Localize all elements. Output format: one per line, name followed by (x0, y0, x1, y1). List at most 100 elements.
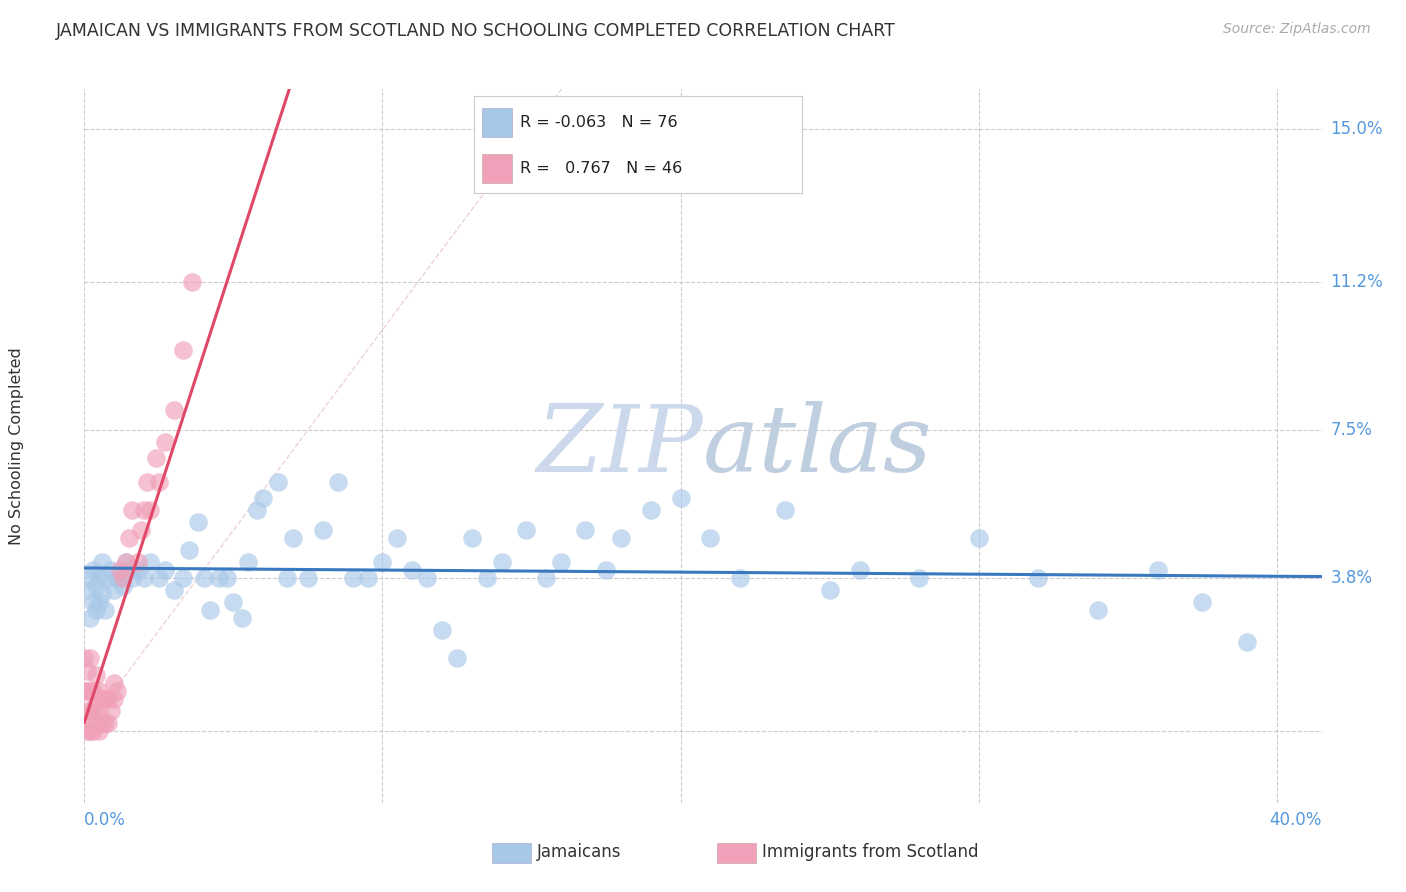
Point (550, 555, 572, 569)
Point (76, 664, 98, 678)
Point (136, 475, 159, 489)
Point (115, 555, 138, 569)
Point (84, 667, 107, 681)
Point (105, 683, 128, 698)
Point (207, 571, 229, 585)
Point (222, 595, 245, 609)
Point (115, 555, 138, 569)
Point (91, 691, 114, 706)
Point (82, 595, 104, 609)
Point (89, 683, 111, 698)
Text: Jamaicans: Jamaicans (537, 843, 621, 861)
Point (217, 571, 239, 585)
Point (848, 563, 870, 577)
Point (132, 571, 155, 585)
Point (231, 611, 253, 625)
Point (1191, 595, 1213, 609)
Point (326, 475, 349, 489)
Point (84, 691, 107, 706)
Point (267, 475, 290, 489)
Point (108, 563, 131, 577)
Point (76, 683, 98, 698)
Point (1236, 635, 1258, 649)
Point (105, 571, 128, 585)
Point (515, 523, 537, 537)
Point (198, 603, 221, 617)
Point (536, 571, 558, 585)
Point (172, 571, 194, 585)
Point (491, 555, 513, 569)
Point (342, 571, 364, 585)
Point (574, 523, 596, 537)
Point (82, 704, 104, 718)
Point (100, 704, 122, 718)
Point (699, 531, 721, 545)
Point (177, 543, 200, 558)
Point (129, 523, 152, 537)
Point (73, 715, 96, 730)
Point (76, 723, 98, 738)
Point (148, 571, 170, 585)
Point (91, 715, 114, 730)
Point (118, 531, 141, 545)
Point (79, 651, 101, 665)
Point (79, 571, 101, 585)
Text: 40.0%: 40.0% (1270, 811, 1322, 829)
Point (252, 491, 274, 505)
Point (94, 691, 117, 706)
Point (79, 704, 101, 718)
Point (773, 503, 796, 517)
Point (84, 715, 107, 730)
Point (401, 563, 423, 577)
Point (172, 343, 194, 357)
Point (100, 563, 122, 577)
Point (430, 624, 453, 638)
Point (84, 603, 107, 617)
Point (475, 571, 498, 585)
Point (84, 579, 107, 593)
Point (112, 579, 135, 593)
Point (1087, 603, 1109, 617)
Point (79, 611, 101, 625)
Text: 7.5%: 7.5% (1330, 421, 1372, 439)
Point (153, 435, 176, 450)
Point (82, 683, 104, 698)
Point (97, 691, 120, 706)
Point (187, 515, 209, 529)
Point (193, 571, 215, 585)
Point (89, 571, 111, 585)
Text: Source: ZipAtlas.com: Source: ZipAtlas.com (1223, 22, 1371, 37)
Point (82, 723, 104, 738)
Point (356, 571, 378, 585)
Point (89, 723, 111, 738)
Point (139, 555, 162, 569)
Point (103, 691, 125, 706)
Point (461, 531, 484, 545)
Point (89, 595, 111, 609)
Point (121, 571, 143, 585)
Point (94, 715, 117, 730)
Point (416, 571, 439, 585)
Point (312, 523, 335, 537)
Point (238, 555, 260, 569)
Point (640, 503, 662, 517)
Point (371, 555, 394, 569)
Text: No Schooling Completed: No Schooling Completed (10, 347, 24, 545)
Text: 15.0%: 15.0% (1330, 120, 1384, 138)
Text: 11.2%: 11.2% (1330, 273, 1384, 291)
Point (246, 503, 269, 517)
Point (112, 571, 135, 585)
Point (180, 275, 202, 289)
Point (108, 571, 131, 585)
Point (127, 555, 149, 569)
Point (82, 563, 104, 577)
Text: ZIP: ZIP (536, 401, 703, 491)
Point (97, 715, 120, 730)
Point (610, 531, 633, 545)
Point (908, 571, 931, 585)
Point (153, 563, 176, 577)
Point (139, 503, 162, 517)
Point (387, 531, 409, 545)
Point (148, 475, 170, 489)
Point (89, 704, 111, 718)
